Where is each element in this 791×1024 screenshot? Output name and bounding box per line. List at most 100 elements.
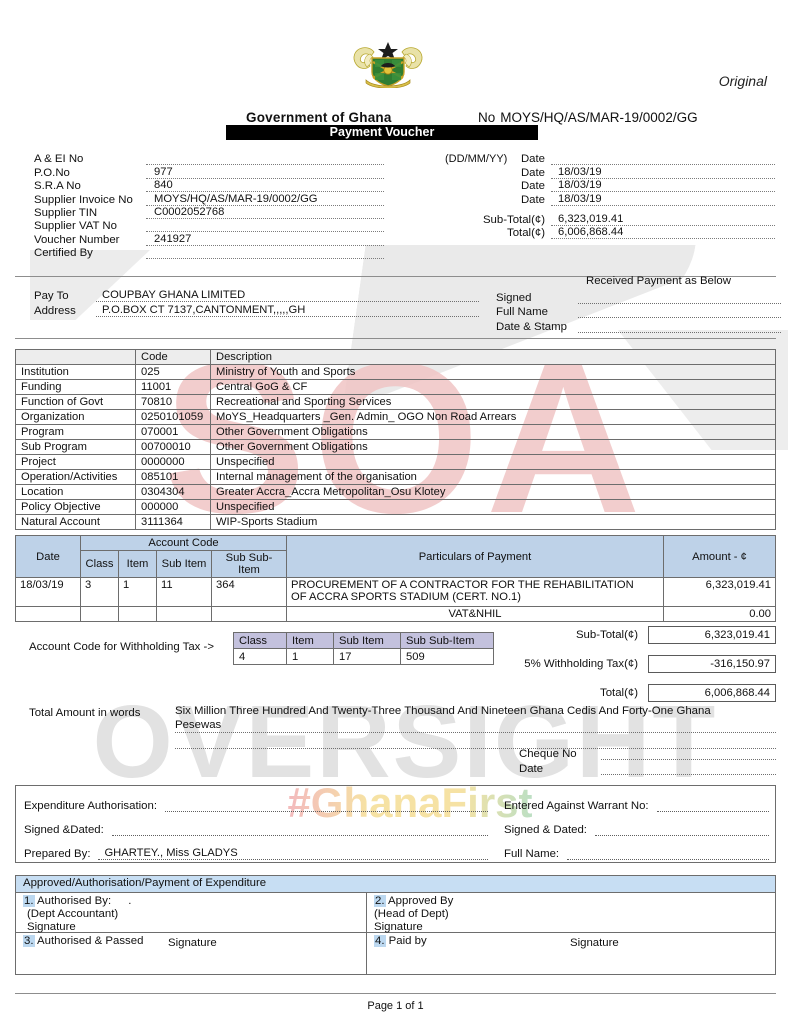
approval-row-2: 3. Authorised & Passed Signature 4. Paid… xyxy=(16,933,775,974)
expenditure-authorisation-label: Expenditure Authorisation: xyxy=(24,800,157,812)
table-row: Program 070001 Other Government Obligation… xyxy=(15,424,776,440)
total-row: Total(¢) 6,006,868.44 xyxy=(445,226,775,240)
meta-value[interactable]: 840 xyxy=(146,180,384,193)
cell-item: 1 xyxy=(286,648,334,665)
subtotal-row: Sub-Total(¢) 6,323,019.41 xyxy=(445,213,775,226)
approval-cell-approved-by[interactable]: 2. Approved By (Head of Dept) Signature xyxy=(367,893,776,933)
original-copy-label: Original xyxy=(718,73,767,89)
approval-subtitle: (Dept Accountant) xyxy=(27,908,119,920)
signed-dated-field[interactable] xyxy=(111,824,488,836)
expenditure-authorisation-field[interactable] xyxy=(164,800,488,812)
date-row: Date 18/03/19 xyxy=(445,179,775,193)
date-format-hint: (DD/MM/YY) xyxy=(445,153,508,166)
row-name: Location xyxy=(15,484,136,500)
totals-row: Sub-Total(¢) 6,323,019.41 xyxy=(496,620,776,649)
amount-in-words-blank-line xyxy=(175,735,776,749)
cheque-no-label: Cheque No xyxy=(519,748,577,760)
meta-value[interactable] xyxy=(146,153,384,166)
cell-sub-item xyxy=(156,606,212,622)
meta-value[interactable]: 241927 xyxy=(146,233,384,246)
col-header-sub-item: Sub Item xyxy=(156,550,212,578)
address-value[interactable]: P.O.BOX CT 7137,CANTONMENT,,,,,GH xyxy=(96,304,479,317)
address-label: Address xyxy=(34,305,76,317)
amount-in-words-block: Six Million Three Hundred And Twenty-Thr… xyxy=(175,705,776,749)
meta-row: Supplier Invoice No MOYS/HQ/AS/MAR-19/000… xyxy=(34,192,384,206)
row-code: 0250101059 xyxy=(135,409,211,425)
meta-label: Supplier VAT No xyxy=(34,220,117,233)
table-row: Sub Program 00700010 Other Government Obli… xyxy=(15,439,776,455)
row-name: Organization xyxy=(15,409,136,425)
payee-block: Pay To COUPBAY GHANA LIMITED Address P.O… xyxy=(34,287,479,317)
received-payment-title: Received Payment as Below xyxy=(586,275,731,287)
expenditure-row: Full Name: xyxy=(496,836,777,860)
meta-value[interactable]: C0002052768 xyxy=(146,206,384,219)
date-label: Date xyxy=(520,166,545,179)
meta-value[interactable] xyxy=(146,220,384,233)
prepared-by-label: Prepared By: xyxy=(24,848,91,860)
col-header-blank xyxy=(15,349,136,365)
received-signed-label: Signed xyxy=(496,291,532,304)
col-header-sub-sub-item: Sub Sub-Item xyxy=(400,632,494,649)
expenditure-right-column: Entered Against Warrant No: Signed & Dat… xyxy=(496,786,777,862)
cell-class xyxy=(80,606,119,622)
approval-label: Authorised By: xyxy=(37,895,112,907)
warrant-no-field[interactable] xyxy=(656,800,769,812)
date-value[interactable] xyxy=(551,153,775,166)
meta-row: A & EI No xyxy=(34,152,384,166)
totals-withholding-value: -316,150.97 xyxy=(648,654,776,673)
table-row: Organization 0250101059 MoYS_Headquarters … xyxy=(15,409,776,425)
row-description: WIP-Sports Stadium xyxy=(210,514,776,530)
row-description: Greater Accra_Accra Metropolitan_Osu Klo… xyxy=(210,484,776,500)
cheque-block: Cheque No Date xyxy=(519,745,776,775)
col-header-class: Class xyxy=(80,550,119,578)
row-description: Unspecified xyxy=(210,454,776,470)
expenditure-left-column: Expenditure Authorisation: Signed &Dated… xyxy=(16,786,496,862)
approval-signature-label: Signature xyxy=(168,937,217,949)
payto-value[interactable]: COUPBAY GHANA LIMITED xyxy=(96,289,479,302)
date-value[interactable]: 18/03/19 xyxy=(551,166,775,179)
row-description: Other Government Obligations xyxy=(210,424,776,440)
full-name-field[interactable] xyxy=(567,848,769,860)
row-code: 70810 xyxy=(135,394,211,410)
prepared-by-value[interactable]: GHARTEY., Miss GLADYS xyxy=(98,847,488,860)
expenditure-authorisation-box: Expenditure Authorisation: Signed &Dated… xyxy=(15,785,776,863)
date-row: Date 18/03/19 xyxy=(445,192,775,206)
received-row: Signed xyxy=(496,289,781,304)
meta-value[interactable] xyxy=(146,247,384,260)
approval-label: Approved By xyxy=(388,895,454,907)
approval-cell-paid-by[interactable]: 4. Paid by Signature xyxy=(367,933,776,974)
expenditure-row: Signed & Dated: xyxy=(496,812,777,836)
meta-value[interactable]: 977 xyxy=(146,166,384,179)
approval-label: Authorised & Passed xyxy=(37,935,144,947)
meta-row: Supplier VAT No xyxy=(34,219,384,233)
approval-number: 3. xyxy=(23,935,35,947)
received-row: Full Name xyxy=(496,304,781,318)
received-fullname-field[interactable] xyxy=(578,306,781,318)
cheque-date-field[interactable] xyxy=(601,763,776,775)
full-name-label: Full Name: xyxy=(504,848,560,860)
approval-grid: 1. Authorised By: . (Dept Accountant) Si… xyxy=(16,893,775,975)
received-signed-field[interactable] xyxy=(578,292,781,304)
row-description: Unspecified xyxy=(210,499,776,515)
expenditure-row: Expenditure Authorisation: xyxy=(16,786,496,812)
received-datestamp-field[interactable] xyxy=(578,321,781,333)
expenditure-row: Signed &Dated: xyxy=(16,812,496,836)
date-value[interactable]: 18/03/19 xyxy=(551,180,775,193)
table-row: Function of Govt 70810 Recreational and Sp… xyxy=(15,394,776,410)
row-description: Recreational and Sporting Services xyxy=(210,394,776,410)
approval-cell-authorised-by[interactable]: 1. Authorised By: . (Dept Accountant) Si… xyxy=(16,893,367,933)
totals-row: 5% Withholding Tax(¢) -316,150.97 xyxy=(496,649,776,678)
signed-dated-right-field[interactable] xyxy=(594,824,769,836)
spacer xyxy=(445,206,775,213)
totals-withholding-label: 5% Withholding Tax(¢) xyxy=(524,657,638,670)
signed-dated-right-label: Signed & Dated: xyxy=(504,824,587,836)
meta-value[interactable]: MOYS/HQ/AS/MAR-19/0002/GG xyxy=(146,193,384,206)
total-value: 6,006,868.44 xyxy=(551,227,775,240)
cheque-no-field[interactable] xyxy=(601,748,776,760)
meta-label: P.O.No xyxy=(34,166,70,179)
cell-class: 4 xyxy=(233,648,287,665)
voucher-number-line: No MOYS/HQ/AS/MAR-19/0002/GG xyxy=(478,110,698,125)
classification-table: Code Description Institution 025 Ministry … xyxy=(15,349,776,530)
approval-cell-authorised-passed[interactable]: 3. Authorised & Passed Signature xyxy=(16,933,367,974)
date-value[interactable]: 18/03/19 xyxy=(551,193,775,206)
